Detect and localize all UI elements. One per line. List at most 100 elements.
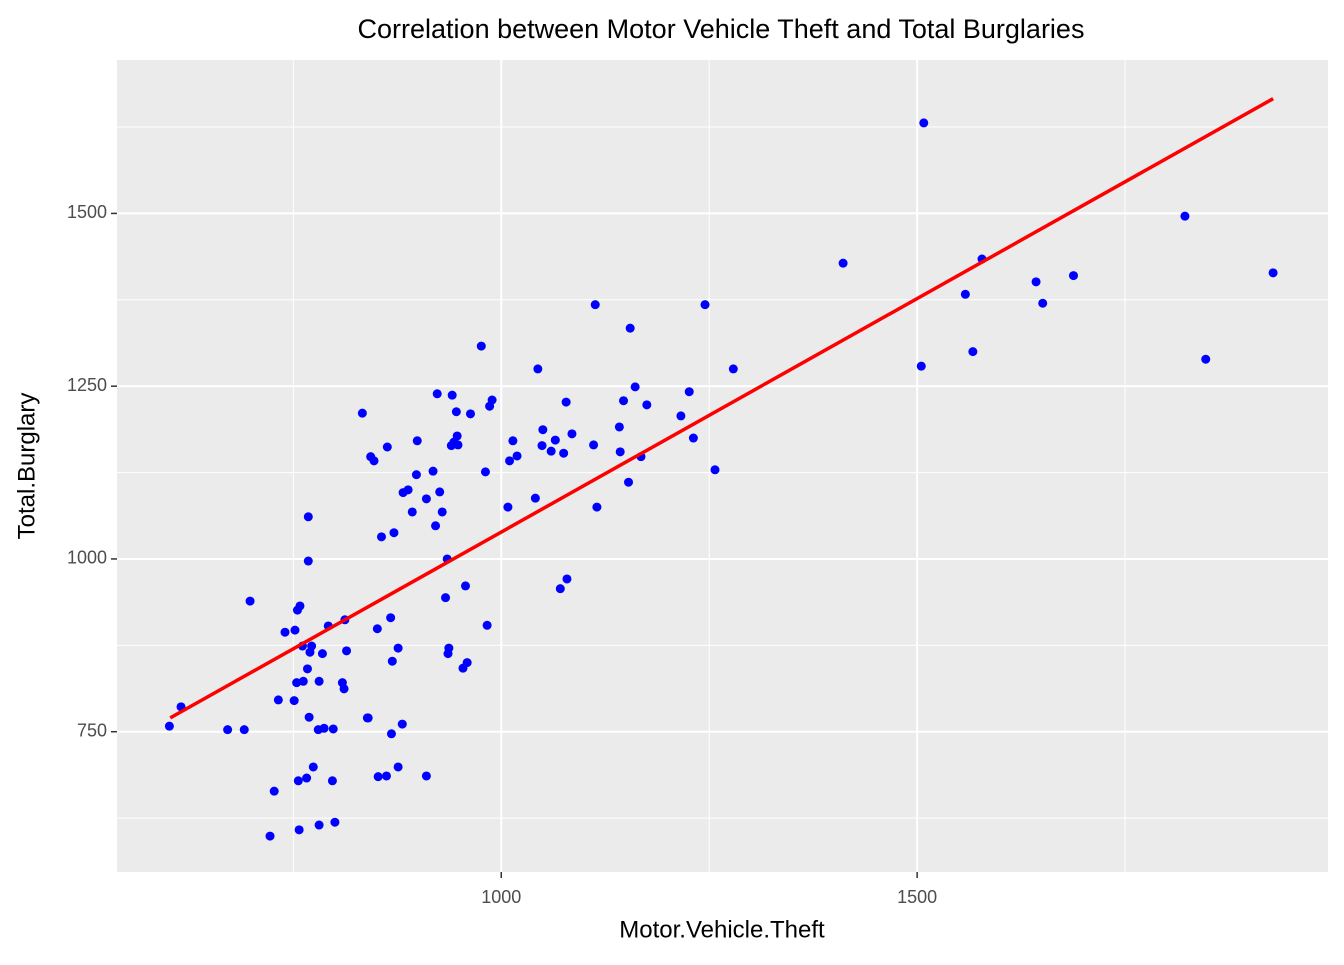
point [1031,277,1041,287]
point [728,364,738,374]
point [538,425,548,435]
point [462,658,472,668]
point [269,786,279,796]
point [339,684,349,694]
point [303,512,313,522]
point [676,411,686,421]
point [265,831,275,841]
point [389,528,399,538]
point [363,713,373,723]
point [421,771,431,781]
point [465,409,475,419]
point [619,396,629,406]
point [308,762,318,772]
point [567,429,577,439]
point [642,400,652,410]
point [381,771,391,781]
point [1180,211,1190,221]
y-tick-label: 1000 [67,548,107,568]
point [317,649,327,659]
point [968,347,978,357]
point [624,477,634,487]
point [407,507,417,517]
point [393,643,403,653]
point [555,584,565,594]
point [290,625,300,635]
axes: 1000 1500 750 1000 1250 1500 [67,202,937,907]
point [487,395,497,405]
point [245,596,255,606]
point [482,620,492,630]
point [382,442,392,452]
point [295,601,305,611]
point [397,719,407,729]
point [421,494,431,504]
point [239,725,249,735]
point [505,456,515,466]
point [293,776,303,786]
point [589,440,599,450]
y-tick-label: 1250 [67,375,107,395]
point [369,456,379,466]
x-tick-label: 1000 [481,887,521,907]
point [550,435,560,445]
marks [164,97,1278,841]
point [432,389,442,399]
point [453,440,463,450]
point [1068,271,1078,281]
point [403,485,413,495]
y-axis-label: Total.Burglary [13,393,40,540]
point [280,627,290,637]
point [319,723,329,733]
point [304,712,314,722]
point [537,441,547,451]
point [625,323,635,333]
point [476,341,486,351]
point [298,676,308,686]
point [447,390,457,400]
point [630,382,640,392]
point [437,507,447,517]
point [289,696,299,706]
point [441,593,451,603]
point [1038,298,1048,308]
point [592,502,602,512]
point [444,643,454,653]
point [590,300,600,310]
point [508,436,518,446]
point [164,721,174,731]
chart-title: Correlation between Motor Vehicle Theft … [358,14,1085,44]
point [393,762,403,772]
point [503,502,513,512]
point [710,465,720,475]
point [328,724,338,734]
point [512,451,522,461]
point [435,487,445,497]
point [688,433,698,443]
y-tick-label: 750 [77,720,107,740]
point [452,431,462,441]
point [1268,268,1278,278]
point [684,387,694,397]
point [530,493,540,503]
point [1201,354,1211,364]
point [294,825,304,835]
point [314,820,324,830]
point [327,776,337,786]
point [960,289,970,299]
point [614,422,624,432]
point [372,624,382,634]
point [386,613,396,623]
point [302,773,312,783]
point [411,470,421,480]
x-tick-label: 1500 [897,887,937,907]
point [460,581,470,591]
point [919,118,929,128]
panel [117,60,1328,872]
point [302,664,312,674]
point [559,448,569,458]
point [533,364,543,374]
point [428,466,438,476]
